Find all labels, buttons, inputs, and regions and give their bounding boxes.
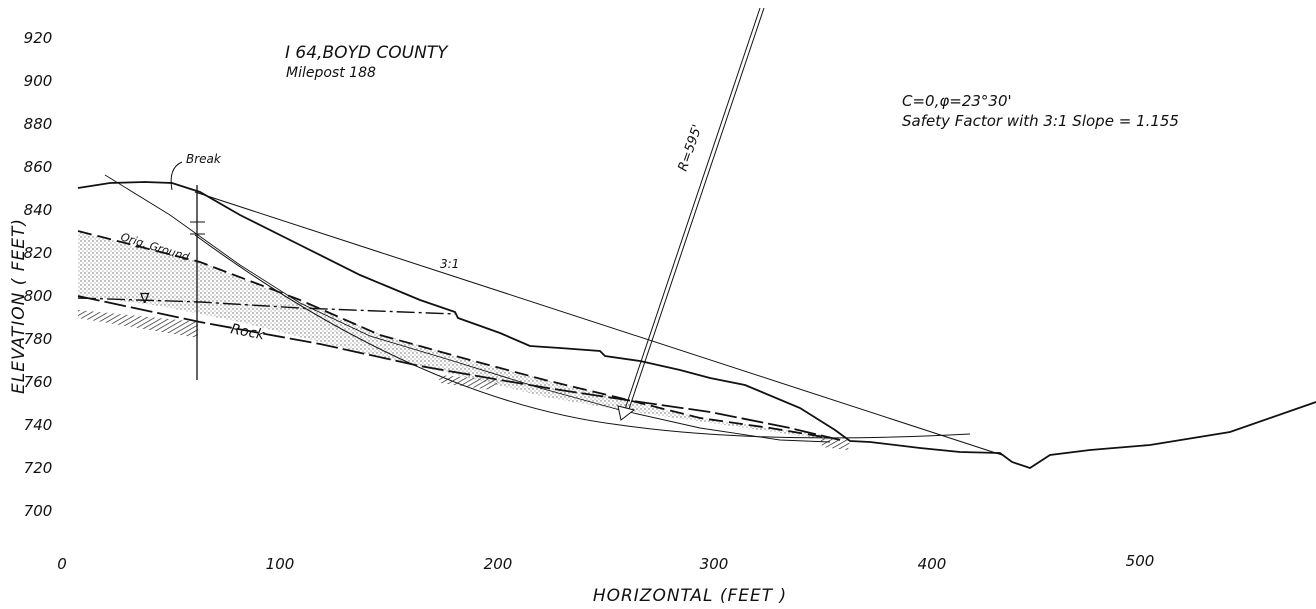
origin-tick-0: 0 — [57, 555, 67, 573]
original-ground-thin-line — [104, 174, 831, 443]
rock-hatch-right — [820, 438, 850, 450]
rock-hatch-mid — [438, 375, 500, 390]
radius-arrow-shaft-b — [627, 7, 765, 413]
y-tick-740: 740 — [24, 416, 53, 434]
x-tick-500: 500 — [1126, 552, 1155, 570]
y-axis-ticks: 920 900 880 860 840 820 800 780 760 740 … — [24, 29, 67, 573]
y-tick-860: 860 — [24, 158, 53, 176]
slope-ratio-label: 3:1 — [440, 257, 459, 271]
y-tick-840: 840 — [24, 201, 53, 219]
rock-surface-line — [77, 295, 841, 441]
safety-factor-note: Safety Factor with 3:1 Slope = 1.155 — [902, 112, 1179, 130]
x-axis-ticks: 100 200 300 400 500 — [266, 552, 1155, 573]
drawing-subtitle: Milepost 188 — [286, 65, 376, 81]
water-table-symbol: ∇ — [139, 291, 150, 307]
rock-label: Rock — [229, 321, 266, 343]
x-tick-300: 300 — [700, 555, 729, 573]
radius-arrow-head — [617, 405, 636, 421]
soil-layer-fill — [78, 232, 830, 440]
x-tick-100: 100 — [266, 555, 295, 573]
radius-label: R=595' — [676, 123, 706, 174]
break-callout-line — [170, 161, 183, 191]
ground-surface-line — [77, 181, 1316, 469]
y-tick-720: 720 — [24, 459, 53, 477]
rock-hatch-left — [78, 310, 198, 338]
y-tick-780: 780 — [24, 330, 53, 348]
radius-arrow-shaft-a — [623, 7, 761, 413]
y-tick-820: 820 — [24, 244, 53, 262]
y-tick-880: 880 — [24, 115, 53, 133]
drawing-title: I 64,BOYD COUNTY — [285, 43, 449, 63]
break-label: Break — [186, 152, 222, 166]
strength-parameters: C=0,φ=23°30' — [902, 92, 1012, 110]
y-tick-760: 760 — [24, 373, 53, 391]
x-axis-title: HORIZONTAL (FEET ) — [593, 586, 787, 606]
y-tick-800: 800 — [24, 287, 53, 305]
dashed-ground-boundary — [77, 230, 831, 439]
x-tick-200: 200 — [484, 555, 513, 573]
y-tick-700: 700 — [24, 502, 53, 520]
y-tick-920: 920 — [24, 29, 53, 47]
y-axis-title: ELEVATION ( FEET) — [9, 218, 29, 394]
y-tick-900: 900 — [24, 72, 53, 90]
slope-3-to-1-line — [194, 191, 1003, 456]
x-tick-400: 400 — [918, 555, 947, 573]
water-table-line — [77, 297, 456, 315]
